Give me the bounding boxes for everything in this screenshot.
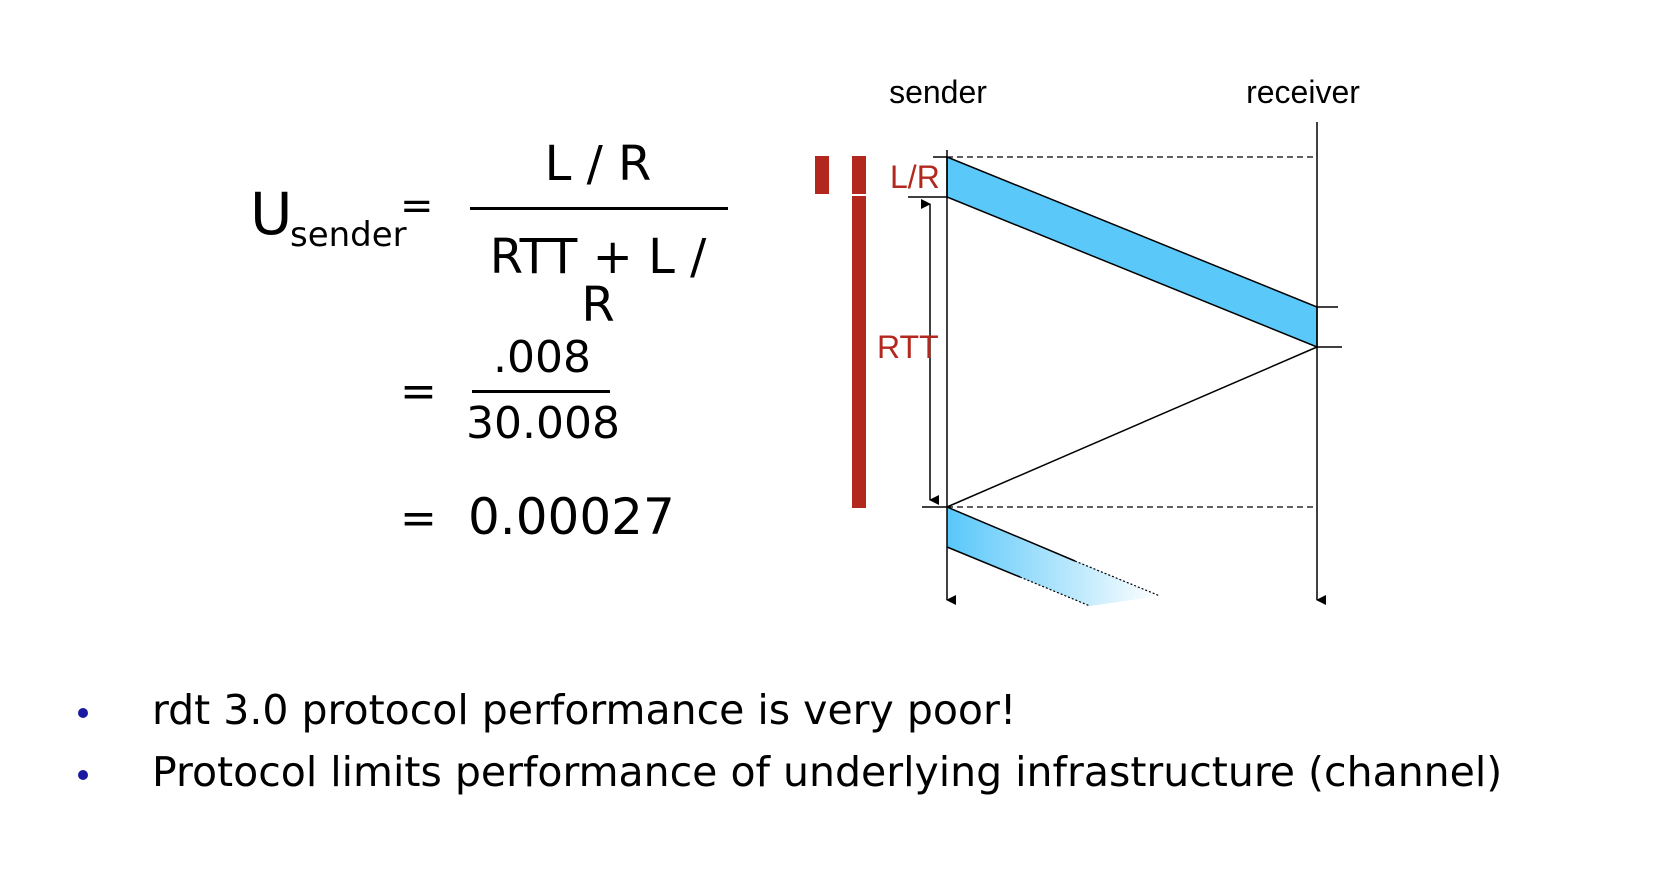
- fraction2-bar: [472, 390, 610, 393]
- fraction1-denominator: RTT + L / R: [489, 229, 707, 333]
- lr-label: L/R: [890, 159, 940, 195]
- utilization-symbol: U: [250, 180, 293, 248]
- next-packet-top-fade: [1074, 560, 1161, 597]
- utilization-result: 0.00027: [468, 488, 675, 546]
- rtt-bar-long: [852, 196, 866, 508]
- fraction2-numerator: .008: [493, 332, 591, 383]
- equals-sign-2: =: [400, 366, 437, 417]
- bullet-dot-1: [78, 708, 88, 718]
- ack-line: [946, 346, 1318, 508]
- next-packet-bottom-fade: [1019, 576, 1091, 607]
- next-packet-band: [947, 507, 1160, 606]
- rtt-label: RTT: [877, 329, 939, 365]
- receiver-label: receiver: [1246, 74, 1360, 110]
- next-packet-top-edge: [946, 506, 1076, 562]
- bullet-text-2: Protocol limits performance of underlyin…: [152, 748, 1503, 796]
- fraction1-numerator: L / R: [544, 136, 652, 192]
- lr-bar: [815, 156, 829, 194]
- fraction2-denominator: 30.008: [466, 398, 620, 449]
- rtt-bar-short: [852, 156, 866, 194]
- next-packet-bottom-edge: [946, 546, 1021, 578]
- data-packet-band: [946, 155, 1318, 349]
- equals-sign-3: =: [400, 493, 437, 544]
- bullet-dot-2: [78, 770, 88, 780]
- fraction1-bar: [470, 207, 728, 210]
- sender-label: sender: [889, 74, 987, 110]
- utilization-subscript: sender: [290, 215, 407, 255]
- bullet-text-1: rdt 3.0 protocol performance is very poo…: [152, 686, 1017, 734]
- equals-sign-1: =: [400, 183, 434, 229]
